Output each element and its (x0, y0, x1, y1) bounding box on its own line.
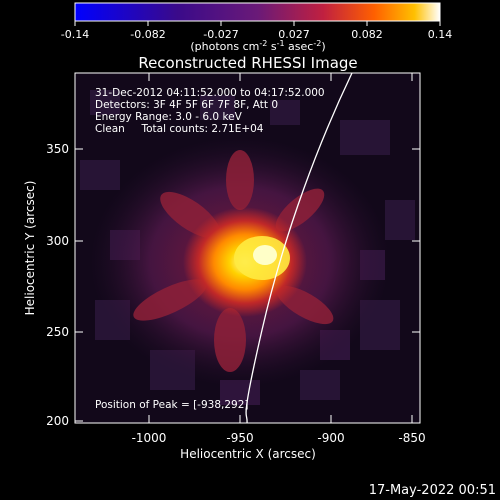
x-axis-ticks (148, 73, 413, 423)
rhessi-image (75, 73, 420, 423)
y-axis-label: Heliocentric Y (arcsec) (23, 181, 37, 316)
colorbar-tick-3: -0.027 (203, 28, 238, 41)
y-tick-1: 200 (46, 414, 69, 428)
colorbar-tick-4: 0.027 (278, 28, 310, 41)
x-axis-label: Heliocentric X (arcsec) (180, 447, 316, 461)
info-block: 31-Dec-2012 04:11:52.000 to 04:17:52.000… (95, 87, 325, 411)
footer-timestamp: 17-May-2022 00:51 (369, 483, 496, 498)
colorbar-tick-6: 0.14 (428, 28, 453, 41)
colorbar-gradient (74, 2, 441, 22)
peak-position-text: Position of Peak = [-938,292] (95, 399, 249, 411)
x-tick-4: -850 (398, 431, 425, 445)
clean-counts-text: Clean Total counts: 2.71E+04 (95, 123, 264, 135)
x-tick-3: -900 (317, 431, 344, 445)
colorbar-tick-2: -0.082 (130, 28, 165, 41)
y-tick-2: 250 (46, 325, 69, 339)
colorbar-tick-1: -0.14 (61, 28, 89, 41)
time-range-text: 31-Dec-2012 04:11:52.000 to 04:17:52.000 (95, 87, 325, 99)
y-tick-4: 350 (46, 142, 69, 156)
colorbar: -0.14 -0.082 -0.027 0.027 0.082 0.14 (ph… (61, 2, 453, 53)
solar-limb-line (245, 73, 353, 423)
y-axis-ticks (75, 148, 420, 422)
y-tick-3: 300 (46, 234, 69, 248)
detectors-text: Detectors: 3F 4F 5F 6F 7F 8F, Att 0 (95, 99, 278, 111)
energy-range-text: Energy Range: 3.0 - 6.0 keV (95, 111, 243, 123)
plot-frame (74, 72, 421, 424)
colorbar-unit-label: (photons cm-2 s-1 asec-2) (190, 39, 325, 53)
x-tick-1: -1000 (132, 431, 167, 445)
x-tick-2: -950 (226, 431, 253, 445)
plot-title: Reconstructed RHESSI Image (138, 54, 357, 72)
colorbar-tick-5: 0.082 (351, 28, 383, 41)
